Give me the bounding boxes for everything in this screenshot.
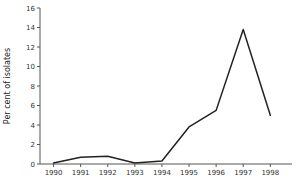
y-tick-label: 6 [31,102,36,110]
axes: 1990 1991 1992 1993 1994 1995 1996 1997 1998 0 2 4 6… [26,5,292,178]
y-tick-label: 14 [26,24,35,32]
y-tick [37,105,40,106]
chart-container: 1990 1991 1992 1993 1994 1995 1996 1997 1998 0 2 4 6… [0,0,300,182]
x-tick [243,164,244,167]
x-tick [161,164,162,167]
chart-svg: 1990 1991 1992 1993 1994 1995 1996 1997 1998 0 2 4 6… [0,0,300,182]
y-axis-label: Per cent of isolates [3,48,12,124]
x-tick [189,164,190,167]
data-line [54,29,271,163]
x-tick [53,164,54,167]
y-tick [37,86,40,87]
y-tick [37,27,40,28]
x-tick-label: 1995 [180,169,198,177]
y-tick-label: 16 [26,5,35,13]
y-tick-label: 8 [31,83,35,91]
y-tick-label: 2 [31,141,35,149]
x-tick-label: 1994 [153,169,171,177]
x-tick [216,164,217,167]
x-tick-label: 1996 [207,169,225,177]
y-tick-label: 4 [31,122,36,130]
y-tick [37,66,40,67]
y-tick [37,144,40,145]
x-tick-label: 1997 [234,169,252,177]
x-tick [270,164,271,167]
x-tick [80,164,81,167]
x-tick-label: 1990 [45,169,63,177]
y-tick-label: 12 [26,44,35,52]
y-tick-label: 0 [31,161,35,169]
y-tick [37,164,40,165]
x-axis-line [40,164,292,165]
y-tick [37,125,40,126]
x-tick-label: 1991 [72,169,90,177]
x-tick-label: 1998 [261,169,279,177]
y-tick [37,8,40,9]
y-tick-label: 10 [26,63,35,71]
y-tick [37,47,40,48]
x-tick-label: 1992 [99,169,117,177]
x-tick-label: 1993 [126,169,144,177]
x-tick [107,164,108,167]
plot-area [54,29,271,163]
x-tick [134,164,135,167]
